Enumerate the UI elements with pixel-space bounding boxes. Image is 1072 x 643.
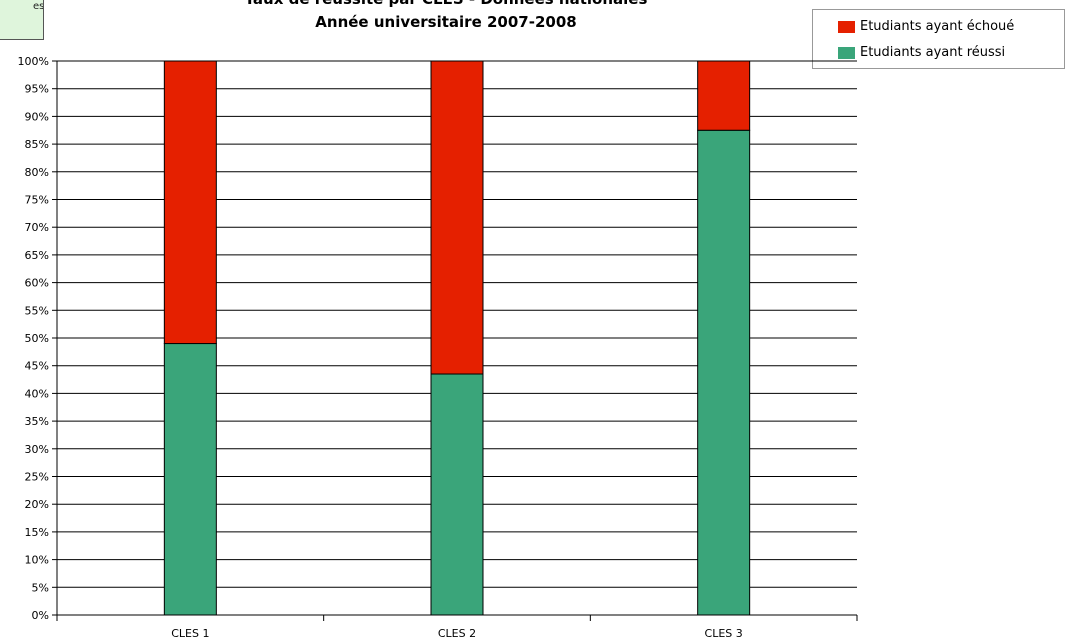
chart-title: Année universitaire 2007-2008 <box>315 13 577 31</box>
legend: Etudiants ayant échoué Etudiants ayant r… <box>812 9 1065 69</box>
y-tick-label: 50% <box>25 332 49 345</box>
bar-echoue-2 <box>430 60 484 375</box>
y-tick-label: 100% <box>18 55 49 68</box>
bar-reussi-1 <box>163 343 217 616</box>
y-tick-label: 55% <box>25 304 49 317</box>
y-tick-label: 35% <box>25 415 49 428</box>
y-tick-label: 5% <box>32 581 49 594</box>
y-tick-label: 25% <box>25 471 49 484</box>
axes <box>52 60 858 621</box>
legend-swatch-reussi <box>838 47 855 59</box>
y-tick-label: 90% <box>25 110 49 123</box>
y-tick-label: 75% <box>25 194 49 207</box>
y-tick-label: 95% <box>25 83 49 96</box>
bar-reussi-2 <box>430 373 484 616</box>
y-tick-label: 15% <box>25 526 49 539</box>
x-tick-label: CLES 3 <box>705 627 743 640</box>
y-tick-label: 30% <box>25 443 49 456</box>
corner-textbox-text: es <box>33 1 44 12</box>
y-tick-label: 10% <box>25 554 49 567</box>
y-tick-label: 45% <box>25 360 49 373</box>
chart-title-top: Taux de réussite par CLES - Données nati… <box>0 0 892 8</box>
x-tick-labels: CLES 1 CLES 2 CLES 3 <box>171 627 743 640</box>
legend-label-echoue: Etudiants ayant échoué <box>860 19 1015 34</box>
legend-swatch-echoue <box>838 21 855 33</box>
corner-textbox: es <box>0 0 44 40</box>
y-tick-label: 65% <box>25 249 49 262</box>
x-tick-label: CLES 2 <box>438 627 476 640</box>
y-tick-label: 70% <box>25 221 49 234</box>
bars <box>163 60 751 616</box>
y-tick-label: 85% <box>25 138 49 151</box>
legend-label-reussi: Etudiants ayant réussi <box>860 45 1006 60</box>
y-tick-label: 40% <box>25 387 49 400</box>
y-tick-label: 0% <box>32 609 49 622</box>
y-tick-label: 20% <box>25 498 49 511</box>
y-tick-labels: 0% 5% 10% 15% 20% 25% 30% 35% 40% 45% 50% 55% 60% 65%… <box>18 55 49 622</box>
bar-echoue-1 <box>163 60 217 345</box>
bar-reussi-3 <box>697 129 751 616</box>
bar-echoue-3 <box>697 60 751 131</box>
y-tick-label: 60% <box>25 277 49 290</box>
y-tick-label: 80% <box>25 166 49 179</box>
x-tick-label: CLES 1 <box>171 627 209 640</box>
